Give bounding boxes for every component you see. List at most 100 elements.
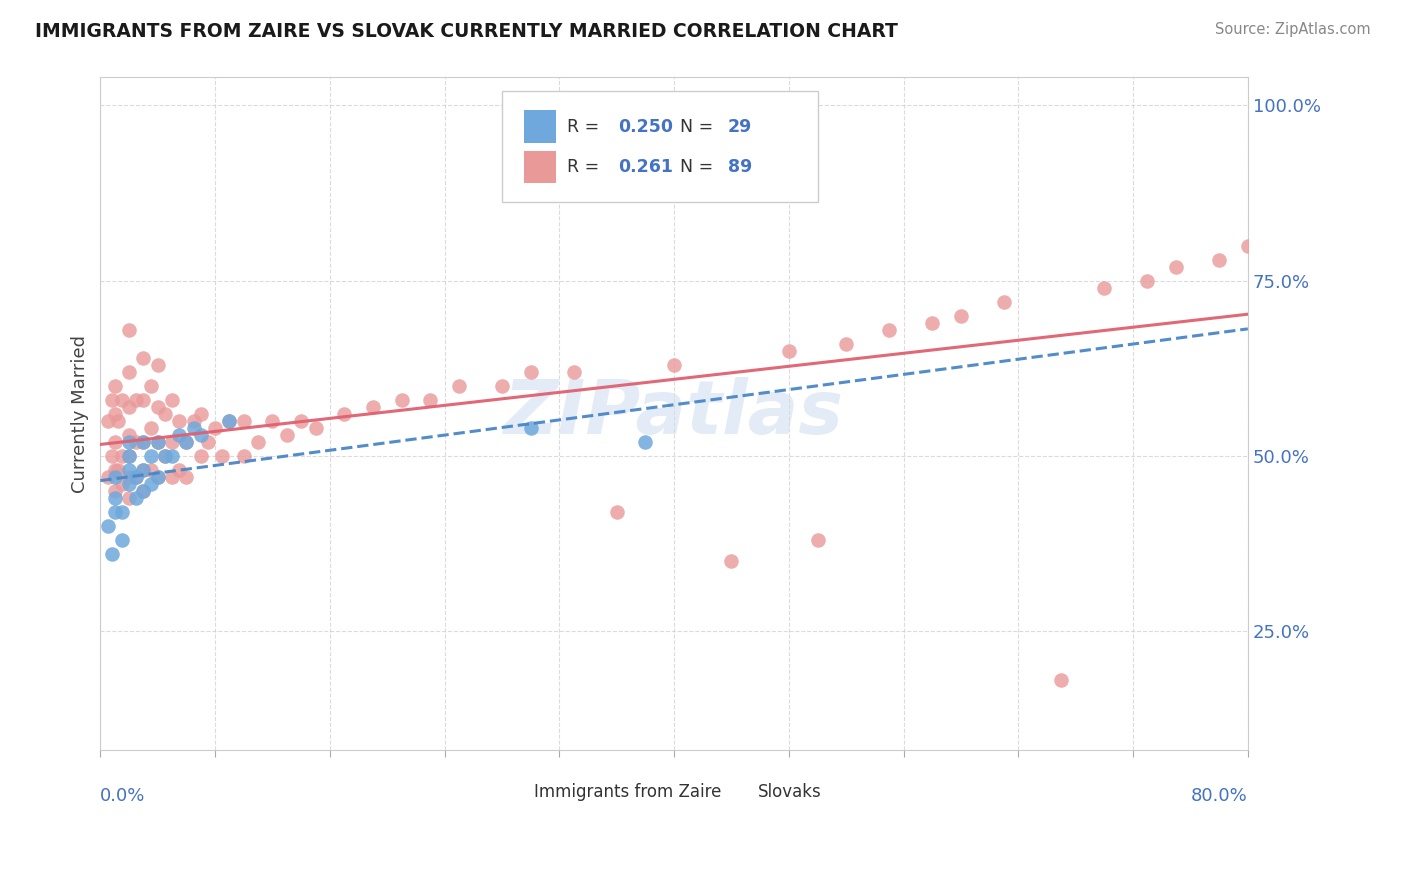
Point (111, 392, 134, 407)
Text: 29: 29 (728, 118, 752, 136)
Point (125, 491, 148, 505)
Point (720, 554, 742, 568)
Y-axis label: Currently Married: Currently Married (72, 334, 89, 492)
Point (104, 469, 127, 483)
Point (104, 491, 127, 505)
Point (304, 420, 326, 434)
Text: R =: R = (568, 118, 605, 136)
Point (562, 365, 585, 379)
Point (146, 469, 169, 483)
Point (139, 378, 162, 392)
Point (361, 400, 384, 414)
Point (183, 414, 205, 428)
Point (197, 434, 219, 449)
Point (190, 449, 212, 463)
Point (1092, 280, 1115, 294)
Point (125, 469, 148, 483)
Point (176, 434, 198, 449)
Point (107, 463, 129, 477)
Point (1166, 260, 1188, 274)
Point (1237, 238, 1260, 252)
Point (276, 427, 298, 442)
Point (167, 463, 190, 477)
Point (519, 420, 541, 434)
Point (118, 449, 141, 463)
Point (160, 469, 183, 483)
Point (101, 392, 124, 407)
Point (1279, 211, 1302, 225)
Point (290, 414, 312, 428)
FancyBboxPatch shape (524, 111, 555, 143)
Point (96, 414, 118, 428)
Point (204, 420, 226, 434)
Point (183, 420, 205, 434)
Point (167, 414, 190, 428)
Point (634, 434, 657, 449)
Point (101, 449, 124, 463)
Point (606, 505, 628, 519)
Point (132, 463, 155, 477)
Point (101, 547, 124, 561)
Point (118, 463, 141, 477)
Point (218, 414, 240, 428)
Point (118, 323, 141, 337)
Text: ZIPatlas: ZIPatlas (505, 377, 844, 450)
Text: R =: R = (568, 158, 605, 176)
Point (218, 414, 240, 428)
Point (118, 434, 141, 449)
Point (333, 407, 356, 421)
Point (104, 505, 127, 519)
Point (132, 483, 155, 498)
Point (247, 434, 270, 449)
Point (262, 414, 284, 428)
FancyBboxPatch shape (524, 151, 555, 183)
Point (118, 491, 141, 505)
Point (104, 463, 127, 477)
Point (211, 449, 233, 463)
FancyBboxPatch shape (502, 780, 527, 804)
Point (146, 434, 169, 449)
Point (160, 434, 183, 449)
Point (125, 469, 148, 483)
Point (190, 427, 212, 442)
Point (519, 365, 541, 379)
Text: IMMIGRANTS FROM ZAIRE VS SLOVAK CURRENTLY MARRIED CORRELATION CHART: IMMIGRANTS FROM ZAIRE VS SLOVAK CURRENTL… (35, 22, 898, 41)
Point (1337, 658, 1360, 673)
Point (104, 434, 127, 449)
FancyBboxPatch shape (502, 91, 817, 202)
Text: 89: 89 (728, 158, 752, 176)
Point (232, 414, 254, 428)
Point (806, 533, 828, 547)
Point (104, 407, 127, 421)
Point (125, 434, 148, 449)
Point (993, 294, 1015, 309)
Point (111, 449, 134, 463)
Point (232, 449, 254, 463)
Point (167, 427, 190, 442)
Point (104, 378, 127, 392)
Point (1208, 252, 1230, 267)
Point (1294, 196, 1316, 211)
Point (139, 420, 162, 434)
Point (153, 449, 176, 463)
Point (118, 469, 141, 483)
Point (491, 378, 513, 392)
Text: Slovaks: Slovaks (758, 782, 821, 800)
Point (877, 323, 900, 337)
Point (125, 392, 148, 407)
Point (176, 469, 198, 483)
Point (132, 434, 155, 449)
Point (111, 505, 134, 519)
Point (146, 434, 169, 449)
Point (160, 392, 183, 407)
Text: N =: N = (681, 118, 718, 136)
Point (835, 336, 858, 351)
Point (96, 469, 118, 483)
Point (190, 407, 212, 421)
Point (111, 533, 134, 547)
Point (132, 434, 155, 449)
Text: Immigrants from Zaire: Immigrants from Zaire (534, 782, 721, 800)
Point (132, 351, 155, 365)
Point (111, 476, 134, 491)
Text: 0.250: 0.250 (617, 118, 673, 136)
